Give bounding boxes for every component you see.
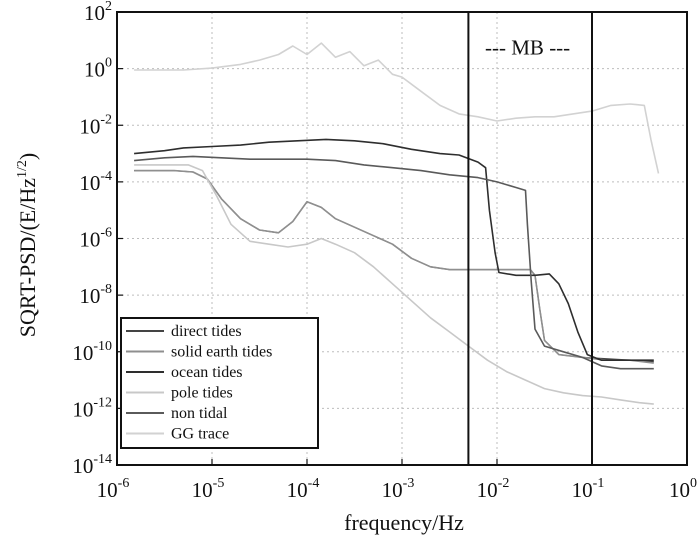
- x-tick-label-6: 100: [669, 476, 697, 502]
- y-tick-exp-5: -8: [100, 282, 112, 297]
- y-tick-exp-3: -4: [100, 169, 112, 184]
- y-tick-base-0: 10: [84, 1, 105, 25]
- y-tick-label-2: 10-2: [79, 112, 112, 138]
- x-tick-label-0: 10-6: [97, 476, 130, 502]
- x-tick-exp-5: -1: [593, 476, 605, 491]
- y-tick-base-4: 10: [79, 228, 100, 252]
- y-tick-base-2: 10: [79, 114, 100, 138]
- y-tick-exp-6: -10: [93, 339, 112, 354]
- y-tick-base-8: 10: [72, 454, 93, 478]
- x-tick-label-1: 10-5: [192, 476, 225, 502]
- x-tick-base-0: 10: [97, 478, 118, 502]
- series-pole-tides: [134, 164, 654, 405]
- y-tick-exp-4: -6: [100, 226, 112, 241]
- y-axis-label-base: SQRT-PSD/(E/Hz: [15, 178, 40, 337]
- y-tick-base-1: 10: [84, 58, 105, 82]
- y-axis-label-close: ): [15, 153, 40, 160]
- legend-label-gg-trace: GG trace: [171, 426, 229, 443]
- series-layer: [134, 42, 660, 405]
- x-tick-exp-1: -5: [213, 476, 225, 491]
- series-ocean-tides: [134, 138, 654, 361]
- threshold-lines: [467, 12, 593, 465]
- x-tick-base-4: 10: [477, 478, 498, 502]
- x-tick-base-2: 10: [287, 478, 308, 502]
- legend-label-non-tidal: non tidal: [171, 405, 228, 422]
- y-tick-base-7: 10: [72, 397, 93, 421]
- y-tick-label-1: 100: [84, 56, 112, 82]
- x-tick-base-1: 10: [192, 478, 213, 502]
- y-tick-exp-7: -12: [93, 395, 112, 410]
- y-tick-label-6: 10-10: [72, 339, 112, 365]
- y-axis-label-exp: 1/2: [15, 160, 30, 178]
- x-tick-label-5: 10-1: [572, 476, 605, 502]
- y-tick-label-8: 10-14: [72, 452, 112, 478]
- x-tick-label-4: 10-2: [477, 476, 510, 502]
- series-gg-trace: [134, 42, 660, 174]
- y-tick-label-0: 102: [84, 0, 112, 25]
- legend-label-pole-tides: pole tides: [171, 385, 233, 402]
- y-tick-exp-0: 2: [105, 0, 112, 14]
- x-tick-exp-2: -4: [308, 476, 320, 491]
- y-tick-exp-8: -14: [93, 452, 112, 467]
- x-tick-base-3: 10: [382, 478, 403, 502]
- y-tick-base-6: 10: [72, 341, 93, 365]
- legend-label-solid-earth-tides: solid earth tides: [171, 344, 272, 361]
- y-tick-base-3: 10: [79, 171, 100, 195]
- y-tick-label-7: 10-12: [72, 395, 112, 421]
- x-tick-base-6: 10: [669, 478, 690, 502]
- x-tick-labels: 10-6 10-5 10-4 10-3 10-2 10-1 100: [97, 459, 697, 502]
- y-tick-label-3: 10-4: [79, 169, 112, 195]
- series-non-tidal: [134, 155, 654, 370]
- y-tick-label-5: 10-8: [79, 282, 112, 308]
- y-axis-label: SQRT-PSD/(E/Hz1/2): [15, 153, 40, 337]
- x-tick-exp-4: -2: [498, 476, 510, 491]
- x-axis-label: frequency/Hz: [344, 510, 464, 535]
- annotation-mb: --- MB ---: [485, 35, 570, 59]
- x-tick-exp-6: 0: [690, 476, 697, 491]
- legend-label-ocean-tides: ocean tides: [171, 364, 243, 381]
- x-tick-label-3: 10-3: [382, 476, 415, 502]
- x-tick-base-5: 10: [572, 478, 593, 502]
- series-solid-earth-tides: [134, 169, 654, 364]
- legend-label-direct-tides: direct tides: [171, 323, 242, 340]
- x-tick-exp-0: -6: [118, 476, 130, 491]
- x-tick-label-2: 10-4: [287, 476, 320, 502]
- y-tick-label-4: 10-6: [79, 226, 112, 252]
- legend-box: [120, 317, 319, 449]
- y-tick-base-5: 10: [79, 284, 100, 308]
- y-tick-exp-1: 0: [105, 56, 112, 71]
- legend: direct tides solid earth tides ocean tides…: [120, 317, 319, 449]
- x-tick-exp-3: -3: [403, 476, 415, 491]
- y-tick-exp-2: -2: [100, 112, 112, 127]
